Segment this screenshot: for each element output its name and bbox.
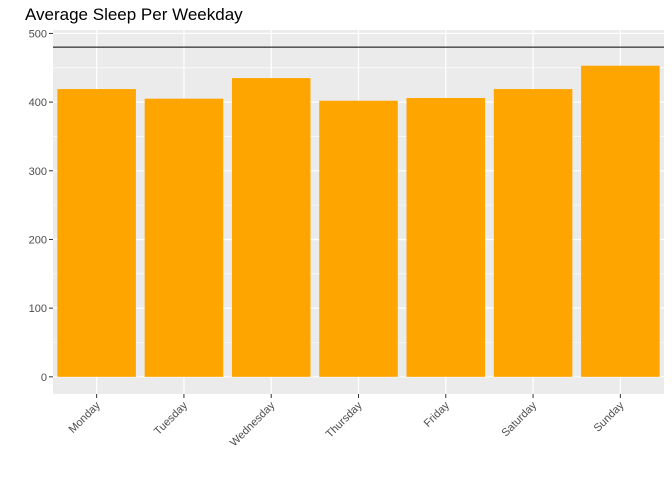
y-tick-label: 100	[29, 303, 47, 315]
bar-sunday	[581, 65, 660, 377]
x-tick-label: Tuesday	[152, 399, 190, 437]
bar-tuesday	[144, 98, 224, 377]
x-tick-label: Sunday	[592, 399, 627, 434]
bar-thursday	[319, 100, 398, 377]
bar-wednesday	[231, 78, 311, 377]
chart-title: Average Sleep Per Weekday	[25, 5, 243, 24]
x-tick-label: Saturday	[500, 399, 540, 439]
y-tick-label: 200	[29, 234, 47, 246]
y-tick-label: 400	[29, 97, 47, 109]
bar-saturday	[493, 89, 573, 377]
bars	[57, 65, 660, 377]
x-axis: Monday Tuesday Wednesday Thursday Friday Satu…	[67, 394, 627, 449]
bar-friday	[406, 97, 486, 377]
y-axis: 0 100 200 300 400 500	[29, 28, 53, 384]
y-tick-label: 0	[41, 372, 47, 384]
x-tick-label: Wednesday	[228, 399, 278, 449]
x-tick-label: Friday	[422, 399, 452, 429]
bar-monday	[57, 89, 136, 377]
y-tick-label: 300	[29, 166, 47, 178]
x-tick-label: Thursday	[324, 399, 365, 440]
x-tick-label: Monday	[67, 399, 104, 436]
y-tick-label: 500	[29, 28, 47, 40]
